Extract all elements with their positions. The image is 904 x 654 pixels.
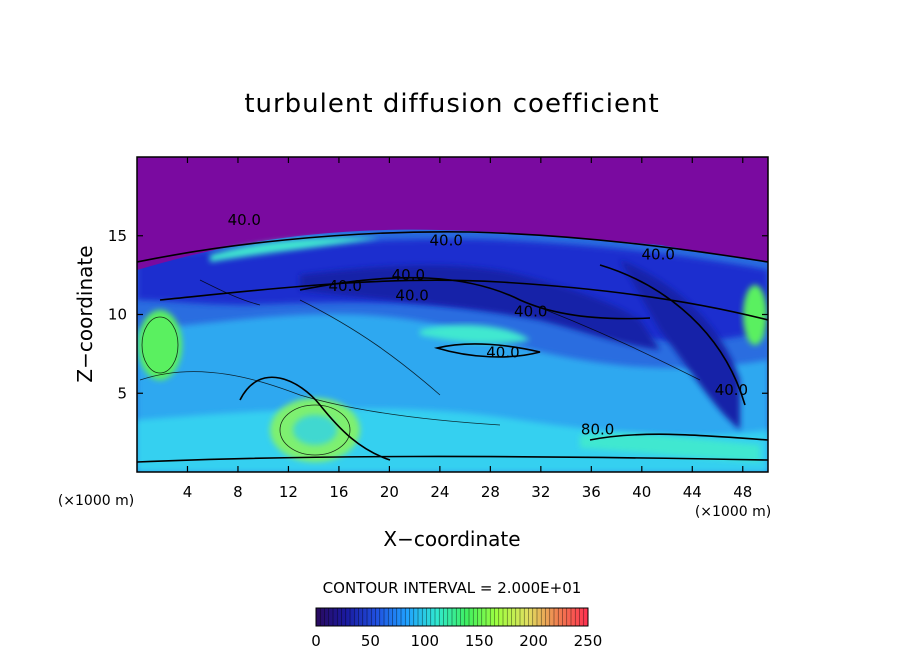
- contour-field: [137, 157, 768, 472]
- colorbar-tick-label: 150: [465, 632, 494, 650]
- x-unit-right: (×1000 m): [695, 504, 771, 520]
- colorbar-tick-label: 100: [410, 632, 439, 650]
- x-unit-left: (×1000 m): [58, 493, 134, 509]
- contour-label: 40.0: [514, 302, 547, 320]
- x-axis-title: X−coordinate: [383, 527, 520, 551]
- x-tick-label: 32: [531, 483, 550, 501]
- contour-label: 40.0: [715, 381, 748, 399]
- x-axis-ticks: 4 8 12 16 20 24 28 32 36 40 44 48: [183, 157, 752, 501]
- x-tick-label: 12: [279, 483, 298, 501]
- x-tick-label: 40: [632, 483, 651, 501]
- contour-label: 80.0: [581, 420, 614, 438]
- x-tick-label: 8: [233, 483, 243, 501]
- contour-label: 40.0: [392, 266, 425, 284]
- contour-labels: 40.040.040.040.040.040.040.040.040.080.0: [228, 211, 749, 438]
- y-tick-label: 10: [108, 306, 127, 324]
- contour-label: 40.0: [395, 287, 428, 305]
- colorbar-tick-label: 200: [519, 632, 548, 650]
- chart-title: turbulent diffusion coefficient: [244, 89, 659, 119]
- colorbar-tick-label: 250: [574, 632, 603, 650]
- contour-label: 40.0: [329, 277, 362, 295]
- x-tick-label: 24: [430, 483, 449, 501]
- x-tick-label: 36: [582, 483, 601, 501]
- contour-interval-text: CONTOUR INTERVAL = 2.000E+01: [323, 579, 582, 597]
- contour-label: 40.0: [486, 343, 519, 361]
- colorbar-tick-label: 0: [311, 632, 321, 650]
- colorbar-hatching: [319, 608, 585, 626]
- y-tick-label: 15: [108, 227, 127, 245]
- colorbar-tick-label: 50: [361, 632, 380, 650]
- x-tick-label: 28: [481, 483, 500, 501]
- y-axis-title: Z−coordinate: [73, 245, 97, 382]
- y-axis-ticks: 5 10 15: [108, 227, 768, 402]
- contour-label: 40.0: [228, 211, 261, 229]
- x-tick-label: 16: [329, 483, 348, 501]
- x-tick-label: 4: [183, 483, 193, 501]
- contour-label: 40.0: [642, 246, 675, 264]
- contour-label: 40.0: [429, 231, 462, 249]
- colorbar-ticks: 0 50 100 150 200 250: [311, 632, 602, 650]
- x-tick-label: 20: [380, 483, 399, 501]
- x-tick-label: 44: [683, 483, 702, 501]
- x-tick-label: 48: [733, 483, 752, 501]
- y-tick-label: 5: [117, 384, 127, 402]
